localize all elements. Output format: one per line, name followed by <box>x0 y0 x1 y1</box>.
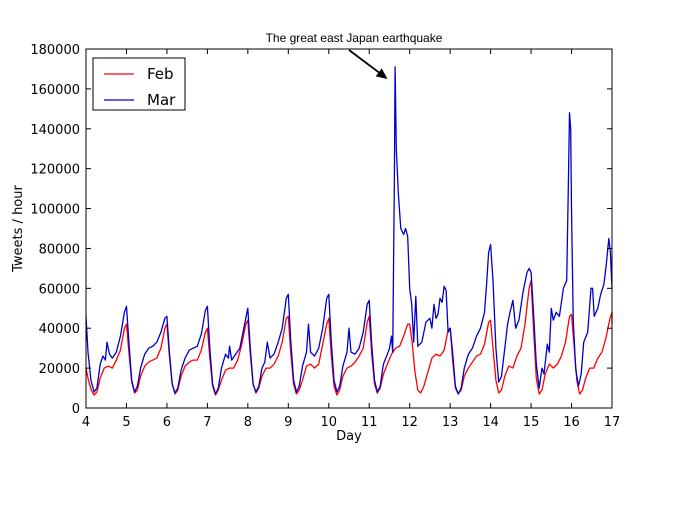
x-tick-label: 17 <box>604 415 621 430</box>
annotation-text: The great east Japan earthquake <box>266 31 443 45</box>
legend-box <box>92 57 186 111</box>
axis-ticks: 4 5 6 7 8 9 10 11 12 13 14 15 16 17 0 20000 40000 60000 80… <box>30 43 620 430</box>
y-tick-label: 100000 <box>30 203 80 218</box>
x-tick-label: 10 <box>320 415 337 430</box>
x-tick-label: 16 <box>563 415 580 430</box>
y-tick-label: 0 <box>72 402 80 417</box>
x-tick-label: 7 <box>203 415 211 430</box>
x-tick-label: 14 <box>482 415 499 430</box>
x-tick-label: 6 <box>163 415 171 430</box>
y-tick-label: 140000 <box>30 123 80 138</box>
legend-label-mar: Mar <box>147 91 176 109</box>
y-tick-label: 40000 <box>39 322 80 337</box>
y-tick-label: 20000 <box>39 362 80 377</box>
y-tick-label: 60000 <box>39 282 80 297</box>
x-tick-label: 9 <box>284 415 292 430</box>
plot-frame <box>85 48 613 409</box>
y-axis-label: Tweets / hour <box>11 184 26 272</box>
x-tick-label: 8 <box>244 415 252 430</box>
legend-label-feb: Feb <box>147 65 174 83</box>
series-line-mar <box>85 66 613 395</box>
plot-area <box>85 66 613 396</box>
y-tick-label: 160000 <box>30 83 80 98</box>
annotation-arrow-line <box>348 49 380 74</box>
x-tick-label: 4 <box>82 415 90 430</box>
y-tick-label: 180000 <box>30 43 80 58</box>
x-tick-label: 13 <box>442 415 459 430</box>
y-tick-label: 120000 <box>30 163 80 178</box>
x-tick-label: 5 <box>122 415 130 430</box>
x-tick-label: 12 <box>401 415 418 430</box>
x-tick-label: 11 <box>361 415 378 430</box>
annotation: The great east Japan earthquake <box>266 31 443 79</box>
annotation-arrow-head <box>375 68 388 79</box>
y-tick-label: 80000 <box>39 242 80 257</box>
x-axis-label: Day <box>336 429 362 444</box>
legend: Feb Mar <box>92 57 186 111</box>
x-tick-label: 15 <box>523 415 540 430</box>
